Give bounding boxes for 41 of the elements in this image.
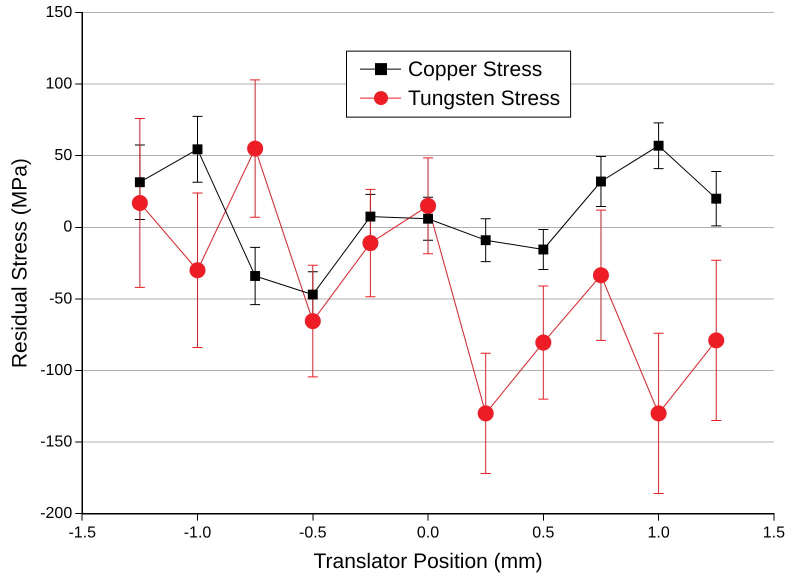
point — [250, 271, 260, 281]
point — [654, 140, 664, 151]
y-tick-label: 100 — [46, 76, 72, 93]
y-tick-label: -150 — [40, 433, 72, 450]
y-tick-label: -200 — [40, 505, 72, 522]
point — [190, 262, 206, 278]
x-tick-label: 0.5 — [532, 524, 555, 542]
point — [308, 290, 318, 300]
point — [420, 198, 436, 214]
point — [423, 214, 433, 224]
x-tick-label: 0.0 — [416, 524, 440, 542]
legend-label: Copper Stress — [408, 58, 542, 81]
point — [535, 334, 552, 351]
y-tick-label: -50 — [49, 290, 72, 308]
point — [538, 244, 548, 254]
y-tick-label: 150 — [46, 4, 72, 22]
point — [304, 313, 321, 330]
y-tick-label: -100 — [40, 362, 72, 379]
legend-label: Tungsten Stress — [408, 86, 560, 110]
point — [592, 267, 609, 284]
x-tick-label: -0.5 — [298, 524, 327, 542]
point — [247, 140, 264, 157]
point — [596, 176, 606, 186]
point — [650, 405, 667, 422]
y-tick-label: 50 — [54, 147, 72, 164]
point — [711, 194, 722, 204]
x-axis-title: Translator Position (mm) — [313, 550, 543, 574]
x-tick-label: 1.5 — [762, 524, 786, 542]
x-tick-label: 1.0 — [647, 524, 670, 542]
x-tick-label: -1.5 — [68, 524, 96, 542]
x-tick-label: -1.0 — [184, 524, 212, 542]
point — [478, 405, 494, 422]
point — [132, 194, 148, 211]
point — [192, 144, 202, 154]
point — [480, 235, 491, 246]
y-tick-label: 0 — [63, 218, 72, 236]
point — [708, 332, 724, 348]
y-axis-title: Residual Stress (MPa) — [8, 158, 32, 368]
point — [362, 235, 378, 252]
point — [365, 212, 376, 222]
point — [134, 177, 145, 188]
